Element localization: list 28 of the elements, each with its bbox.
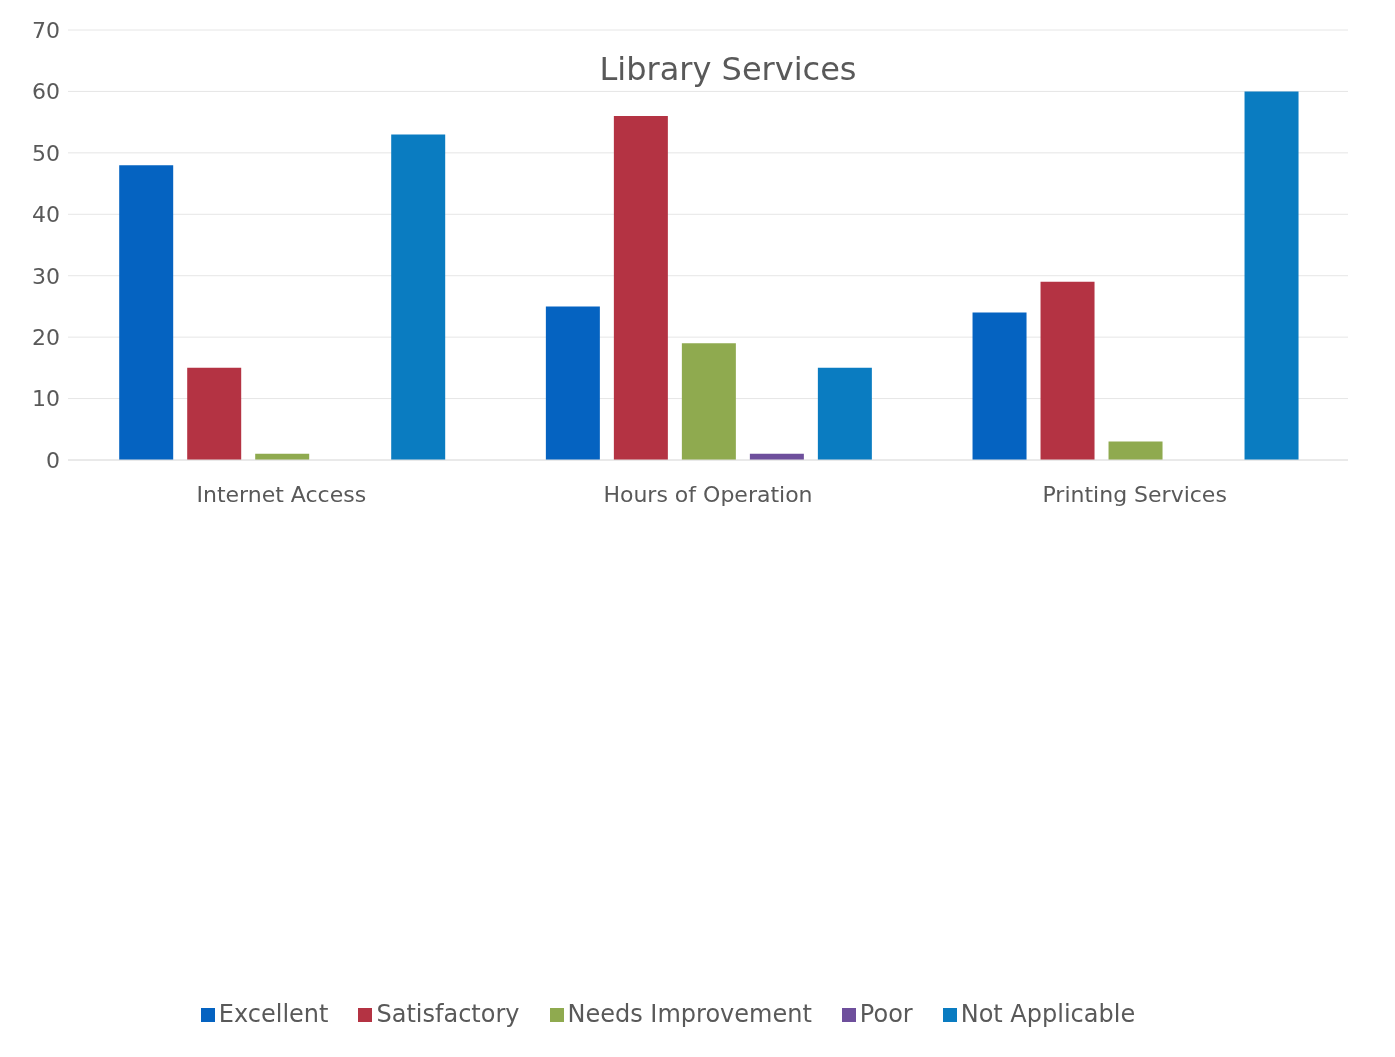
bar xyxy=(1040,281,1095,460)
bar xyxy=(681,343,736,460)
bar xyxy=(972,312,1027,460)
bar xyxy=(1244,91,1299,460)
text: Library Services xyxy=(599,50,857,88)
y-tick-label: 20 xyxy=(32,324,60,350)
bar xyxy=(187,367,242,460)
legend-label: Poor xyxy=(859,1000,913,1028)
y-tick-label: 60 xyxy=(32,79,60,105)
y-tick-label: 30 xyxy=(32,263,60,289)
legend-label: Not Applicable xyxy=(960,1000,1136,1028)
x-tick-label: Printing Services xyxy=(1042,481,1227,507)
bar xyxy=(391,134,446,460)
bar xyxy=(1108,441,1163,460)
bar xyxy=(613,116,668,460)
y-tick-label: 50 xyxy=(32,140,60,166)
bar xyxy=(545,306,600,460)
legend-label: Needs Improvement xyxy=(567,1000,812,1028)
y-tick-label: 0 xyxy=(46,447,60,473)
x-tick-label: Internet Access xyxy=(196,481,367,507)
y-tick-label: 70 xyxy=(32,17,60,43)
y-tick-label: 10 xyxy=(32,386,60,412)
legend-label: Satisfactory xyxy=(376,1000,520,1028)
bar xyxy=(817,367,872,460)
y-tick-label: 40 xyxy=(32,202,60,228)
legend-label: Excellent xyxy=(218,1000,329,1028)
bar xyxy=(119,165,174,460)
x-tick-label: Hours of Operation xyxy=(603,481,813,507)
